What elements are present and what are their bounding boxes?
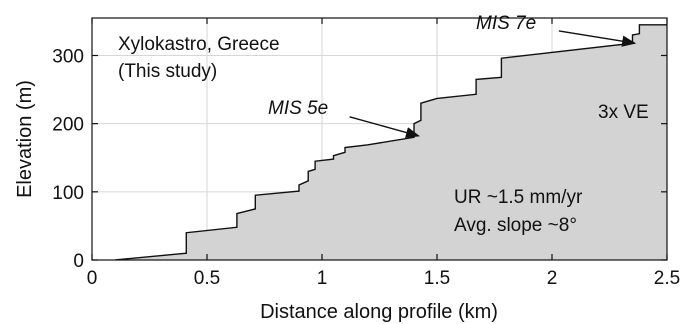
x-tick-label: 1.5 (424, 268, 450, 289)
arrows (349, 30, 637, 138)
ticks: 0 0.5 1 1.5 2 2.5 0 100 200 300 (52, 18, 680, 289)
y-tick-label: 0 (73, 251, 84, 272)
x-axis-label: Distance along profile (km) (260, 301, 498, 323)
y-axis-label: Elevation (m) (14, 80, 36, 198)
y-tick-label: 100 (52, 183, 84, 204)
plot-frame (91, 17, 668, 261)
location-label-line2: (This study) (118, 61, 217, 82)
uplift-rate-label: UR ~1.5 mm/yr (454, 187, 583, 208)
y-tick-label: 300 (52, 46, 84, 67)
x-tick-label: 0 (87, 268, 98, 289)
x-tick-label: 1 (317, 268, 328, 289)
avg-slope-label: Avg. slope ~8° (454, 215, 577, 236)
x-tick-label: 2.5 (654, 268, 680, 289)
ve-label: 3x VE (598, 102, 649, 123)
profile-area (115, 24, 667, 260)
mis7e-label: MIS 7e (476, 13, 536, 34)
annotation-arrow (558, 30, 637, 47)
profile-line (114, 24, 667, 260)
mis5e-label: MIS 5e (268, 98, 328, 119)
y-tick-label: 200 (52, 115, 84, 136)
x-tick-label: 0.5 (194, 268, 220, 289)
x-tick-label: 2 (547, 268, 558, 289)
location-label-line1: Xylokastro, Greece (118, 34, 280, 55)
annotation-arrow (349, 116, 420, 138)
